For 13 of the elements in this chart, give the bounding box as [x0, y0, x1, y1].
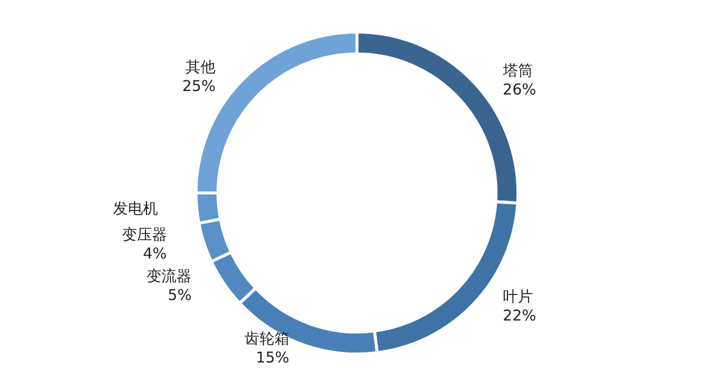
data-label: 15%: [256, 348, 290, 367]
data-label: 25%: [182, 76, 216, 95]
slice-label: 其他: [186, 58, 216, 76]
data-label: 22%: [502, 306, 536, 324]
slice-label: 塔筒: [502, 62, 533, 80]
slice-label: 发电机: [112, 200, 158, 218]
slice-label: 变压器: [122, 225, 167, 244]
slice-label: 齿轮箱: [244, 330, 290, 348]
data-label: 4%: [142, 244, 167, 262]
slice-label: 叶片: [502, 287, 533, 306]
slice-label: 变流器: [146, 267, 192, 286]
data-label: 5%: [168, 286, 192, 304]
data-label: 26%: [502, 80, 536, 99]
